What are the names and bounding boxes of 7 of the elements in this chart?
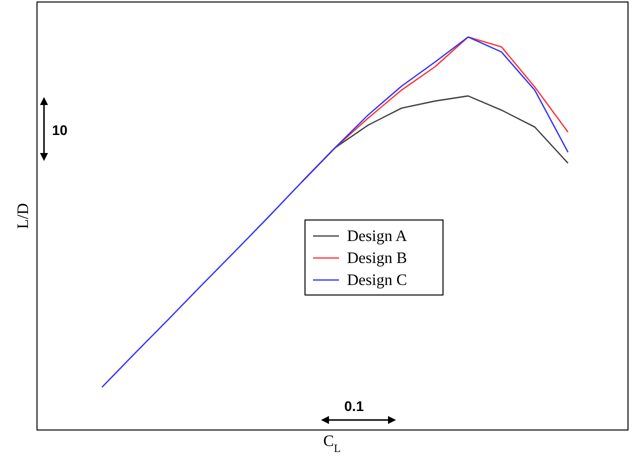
legend-label: Design A [347,228,408,245]
text: 10 [52,122,68,138]
annotation: 0.1 [344,398,364,414]
x-axis-title: C$_{L}$ [323,433,341,455]
legend-label: Design C [347,272,407,289]
y-axis-title: L/D [15,203,32,229]
legend-label: Design B [347,250,407,267]
